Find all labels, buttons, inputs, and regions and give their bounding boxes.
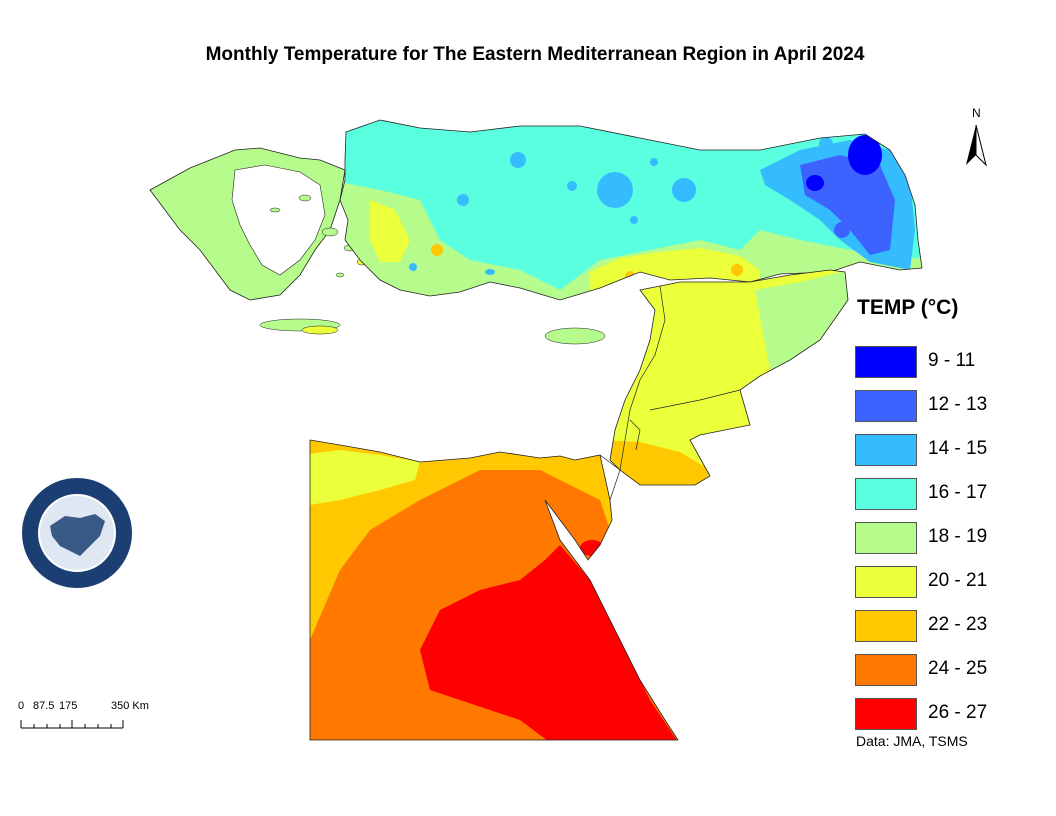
legend-item: 26 - 27 [855, 698, 1045, 730]
map-title: Monthly Temperature for The Eastern Medi… [205, 44, 865, 65]
scale-label-350: 350 Km [111, 700, 149, 712]
legend-item: 24 - 25 [855, 654, 1045, 686]
legend-label: 22 - 23 [928, 614, 988, 635]
legend-label: 18 - 19 [928, 526, 988, 547]
legend-item: 14 - 15 [855, 434, 1045, 466]
climate-centre-logo [22, 478, 132, 588]
temperature-legend: TEMP (°C) 9 - 11 12 - 13 14 - 15 16 - 17 18 … [855, 296, 1045, 730]
legend-label: 16 - 17 [928, 482, 988, 503]
legend-item: 16 - 17 [855, 478, 1045, 510]
legend-label: 12 - 13 [928, 394, 988, 415]
legend-swatch [855, 654, 917, 686]
levant-region [610, 270, 848, 485]
scale-label-87: 87.5 [33, 700, 55, 712]
data-source: Data: JMA, TSMS [856, 733, 968, 749]
legend-label: 14 - 15 [928, 438, 988, 459]
scale-label-0: 0 [18, 700, 25, 712]
legend-swatch [855, 522, 917, 554]
legend-item: 9 - 11 [855, 346, 1045, 378]
north-arrow [966, 124, 987, 167]
legend-swatch [855, 434, 917, 466]
legend-item: 18 - 19 [855, 522, 1045, 554]
legend-swatch [855, 698, 917, 730]
legend-label: 26 - 27 [928, 702, 988, 723]
turkey-region [340, 120, 922, 300]
legend-swatch [855, 346, 917, 378]
legend-item: 12 - 13 [855, 390, 1045, 422]
scale-bar: 0 87.5 175 350 Km [16, 700, 176, 734]
legend-item: 20 - 21 [855, 566, 1045, 598]
legend-swatch [855, 390, 917, 422]
scale-ruler [20, 720, 124, 729]
legend-title: TEMP (°C) [857, 296, 959, 319]
scale-label-175: 175 [59, 700, 78, 712]
legend-swatch [855, 610, 917, 642]
north-label: N [972, 106, 981, 120]
legend-swatch [855, 566, 917, 598]
legend-item: 22 - 23 [855, 610, 1045, 642]
legend-label: 9 - 11 [928, 350, 976, 371]
legend-label: 24 - 25 [928, 658, 988, 679]
legend-label: 20 - 21 [928, 570, 988, 591]
legend-swatch [855, 478, 917, 510]
